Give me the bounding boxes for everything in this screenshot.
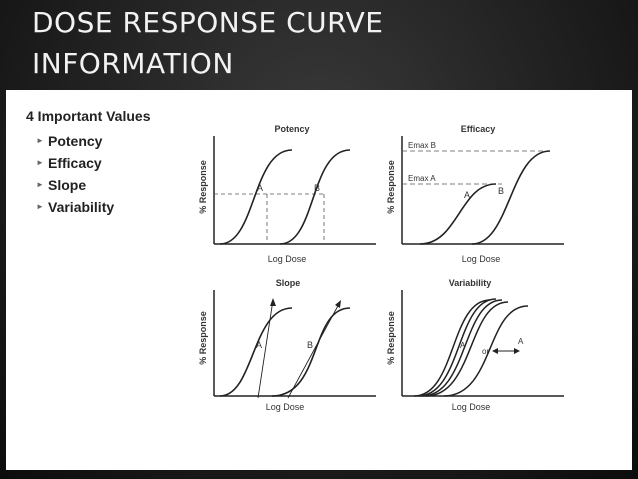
important-values-list: 4 Important Values ► Potency ► Efficacy ► S… <box>26 108 150 218</box>
curve-b-label: B <box>314 183 320 193</box>
slope-b-line <box>287 301 341 399</box>
slope-a-arrowhead <box>270 298 276 306</box>
curve-variant <box>425 301 509 397</box>
y-axis-label: % Response <box>386 311 396 365</box>
panel-title: Variability <box>449 278 492 288</box>
list-item: ► Variability <box>26 196 150 218</box>
curve-a <box>219 149 293 245</box>
curve-b-label: B <box>307 340 313 350</box>
slope-a-line <box>257 299 274 399</box>
curve-a-label: A <box>464 190 470 200</box>
curve-variant-shifted <box>443 305 529 397</box>
bullet-icon: ► <box>36 136 44 145</box>
list-item: ► Potency <box>26 130 150 152</box>
variability-diagram: Variability % Response Log Dose A or A <box>386 278 564 412</box>
list-item-label: Potency <box>48 133 103 149</box>
slope-b-arrowhead <box>335 300 341 308</box>
shift-arrow-left-head <box>492 348 498 354</box>
y-axis-label: % Response <box>386 160 396 214</box>
curve-a-label: A <box>460 341 466 350</box>
x-axis-label: Log Dose <box>268 254 307 264</box>
x-axis-label: Log Dose <box>462 254 501 264</box>
or-label: or <box>482 347 489 356</box>
content-panel <box>6 90 632 470</box>
emax-b-label: Emax B <box>408 141 436 150</box>
curve-b <box>271 307 351 397</box>
curve-a-shifted-label: A <box>518 337 524 346</box>
emax-a-label: Emax A <box>408 174 436 183</box>
panel-title: Potency <box>274 124 309 134</box>
list-item-label: Variability <box>48 199 115 215</box>
curve-variant <box>417 298 497 397</box>
slope-diagram: Slope % Response Log Dose A B <box>198 278 376 412</box>
curve-a-label: A <box>256 340 262 350</box>
curve-b <box>471 150 551 245</box>
bullet-icon: ► <box>36 158 44 167</box>
curve-a <box>419 183 497 245</box>
curve-variant <box>413 299 491 397</box>
list-item-label: Slope <box>48 177 87 193</box>
efficacy-diagram: Efficacy % Response Log Dose Emax B Emax… <box>386 124 564 264</box>
x-axis-label: Log Dose <box>452 402 491 412</box>
list-item-label: Efficacy <box>48 155 102 171</box>
values-heading: 4 Important Values <box>26 108 151 124</box>
bullet-icon: ► <box>36 180 44 189</box>
y-axis-label: % Response <box>198 160 208 214</box>
curve-b-label: B <box>498 186 504 196</box>
slide-title-line-2: INFORMATION <box>32 47 234 80</box>
curve-a <box>219 307 293 397</box>
list-item: ► Slope <box>26 174 150 196</box>
curve-variant <box>421 299 503 397</box>
shift-arrow-right-head <box>514 348 520 354</box>
x-axis-label: Log Dose <box>266 402 305 412</box>
slide-title: DOSE RESPONSE CURVE INFORMATION <box>32 2 592 84</box>
y-axis-label: % Response <box>198 311 208 365</box>
potency-diagram: Potency % Response Log Dose A B <box>198 124 376 264</box>
curve-a-label: A <box>257 183 263 193</box>
values-bullets: ► Potency ► Efficacy ► Slope ► Variability <box>26 130 150 218</box>
panel-title: Slope <box>276 278 301 288</box>
panel-title: Efficacy <box>461 124 496 134</box>
curve-b <box>279 149 351 245</box>
bullet-icon: ► <box>36 202 44 211</box>
list-item: ► Efficacy <box>26 152 150 174</box>
slide-title-line-1: DOSE RESPONSE CURVE <box>32 6 384 39</box>
